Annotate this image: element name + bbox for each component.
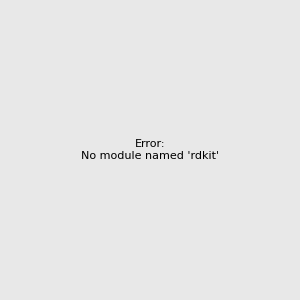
Text: Error:
No module named 'rdkit': Error: No module named 'rdkit': [81, 139, 219, 161]
